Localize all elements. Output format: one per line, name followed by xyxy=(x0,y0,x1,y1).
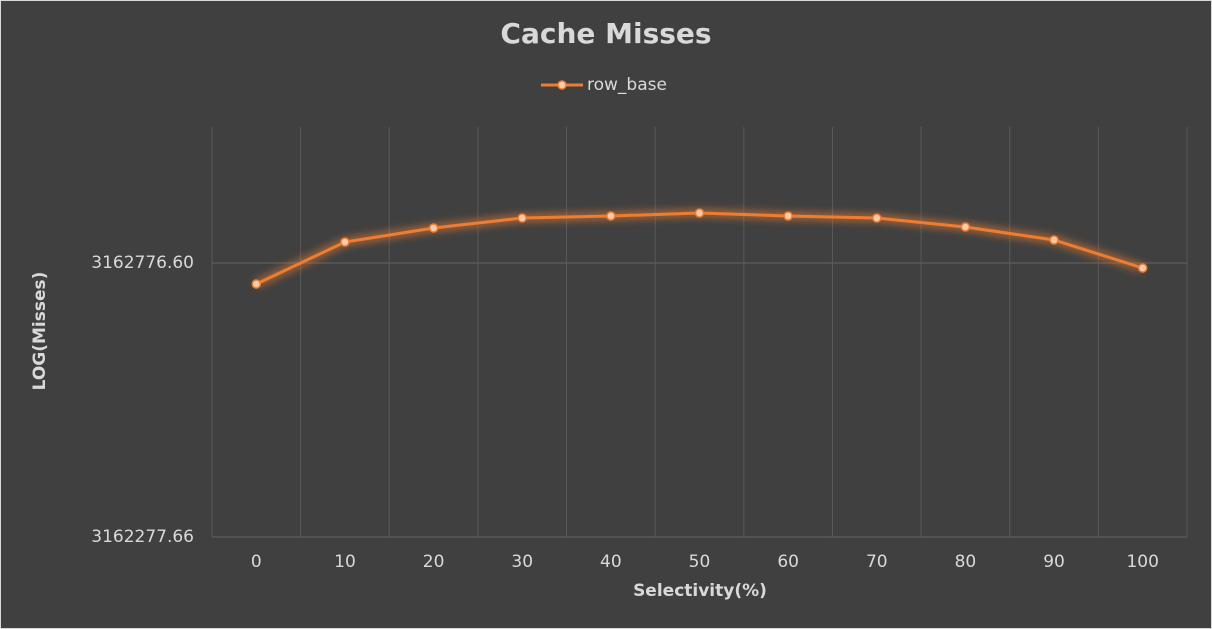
chart-title: Cache Misses xyxy=(500,17,711,50)
point-marker xyxy=(340,237,350,247)
y-tick-label: 3162277.66 xyxy=(91,527,194,547)
point-marker xyxy=(1049,235,1059,245)
point-marker xyxy=(428,223,439,233)
x-tick-label: 90 xyxy=(1043,552,1065,572)
x-tick-label: 0 xyxy=(251,552,262,572)
x-axis-label: Selectivity(%) xyxy=(633,581,767,601)
x-tick-label: 70 xyxy=(866,552,888,572)
x-tick-label: 60 xyxy=(777,552,799,572)
point-marker xyxy=(872,213,882,223)
point-marker xyxy=(251,279,262,289)
x-tick-label: 80 xyxy=(955,552,977,572)
x-tick-label: 10 xyxy=(334,552,356,572)
x-tick-label: 30 xyxy=(511,552,533,572)
x-tick-label: 20 xyxy=(423,552,445,572)
y-tick-label: 3162776.60 xyxy=(91,253,194,273)
point-marker xyxy=(783,211,793,221)
x-tick-label: 40 xyxy=(600,552,622,572)
point-marker xyxy=(606,211,616,221)
point-marker xyxy=(960,222,971,232)
x-tick-label: 100 xyxy=(1126,552,1158,572)
legend-label: row_base xyxy=(587,75,667,95)
x-tick-label: 50 xyxy=(689,552,711,572)
point-marker xyxy=(1137,263,1148,273)
point-marker xyxy=(517,213,527,223)
point-marker xyxy=(694,208,705,218)
y-axis-label: LOG(Misses) xyxy=(30,272,50,391)
legend-marker xyxy=(557,80,567,90)
